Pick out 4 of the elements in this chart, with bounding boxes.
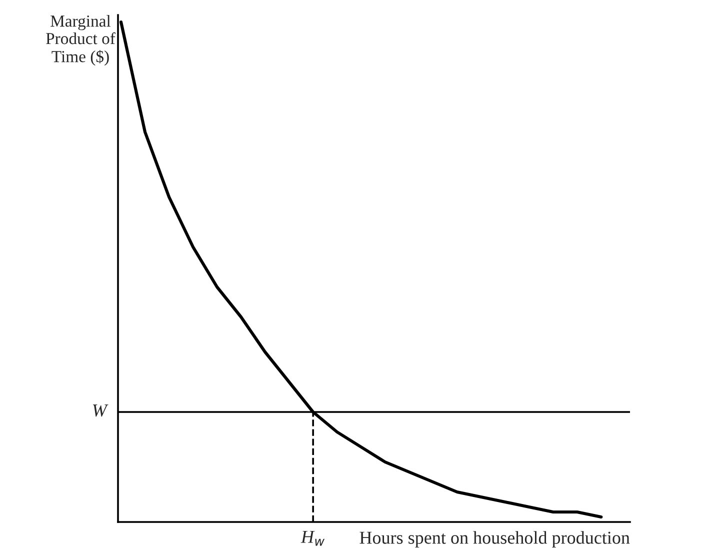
ref-line-label: W bbox=[93, 404, 108, 417]
x-axis-title: Hours spent on household production bbox=[360, 531, 630, 548]
y-axis-title: Marginal Product of Time ($) bbox=[46, 15, 116, 66]
text: H$_{w}$ bbox=[300, 530, 325, 546]
